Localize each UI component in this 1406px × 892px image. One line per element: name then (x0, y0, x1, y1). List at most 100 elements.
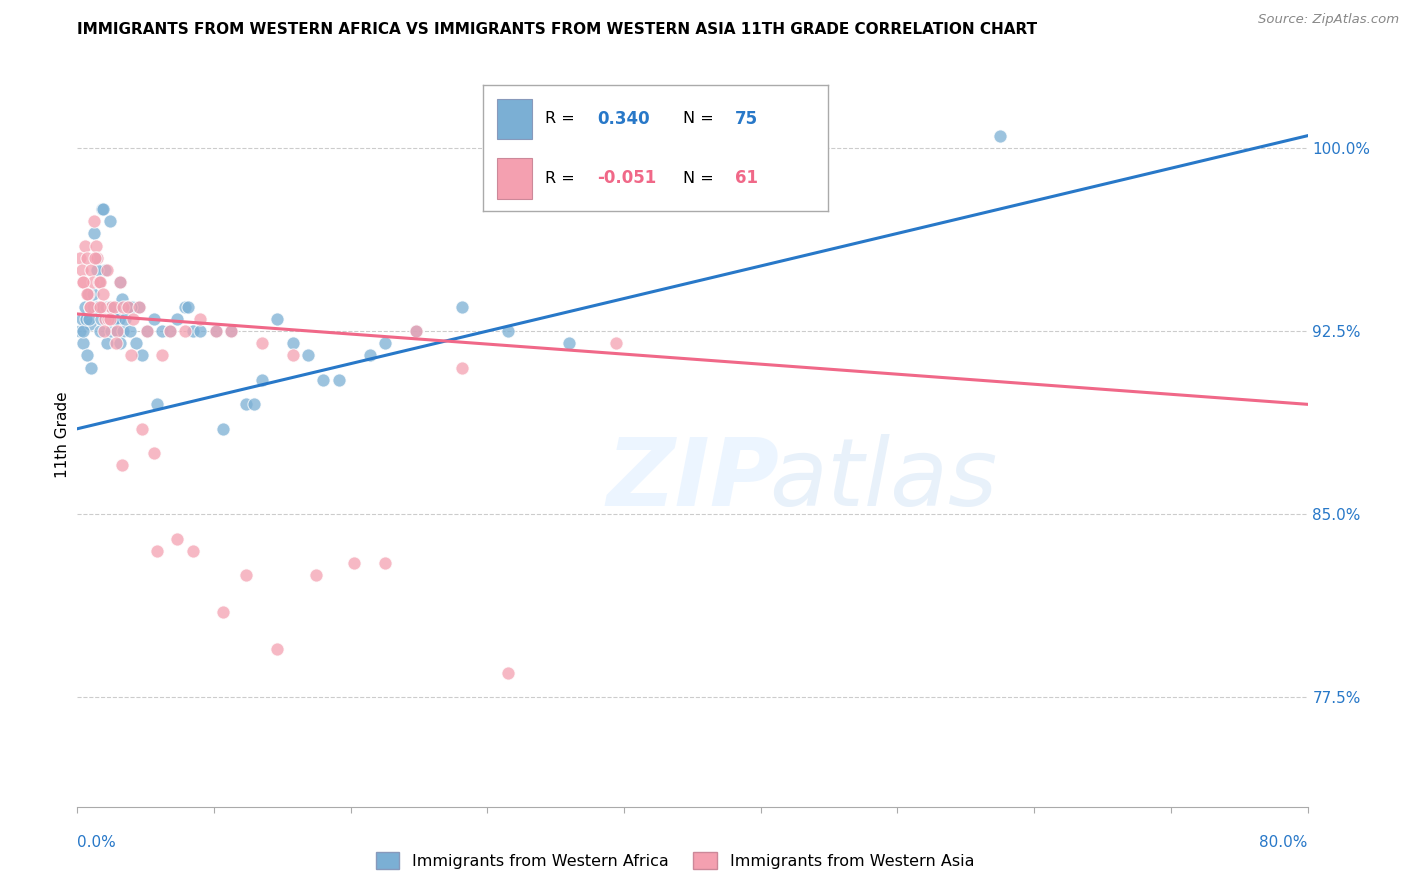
Point (243, 397, 266, 411)
Point (70, 311, 93, 326)
Point (146, 544, 169, 558)
Point (250, 336, 273, 351)
Point (82, 275, 104, 289)
Point (84, 251, 107, 265)
Point (87, 275, 110, 289)
Point (166, 532, 188, 546)
Point (96, 336, 118, 351)
Y-axis label: 11th Grade: 11th Grade (55, 392, 70, 478)
Point (117, 300, 139, 314)
Point (101, 311, 124, 326)
Point (112, 300, 135, 314)
Point (86, 300, 108, 314)
Point (114, 311, 136, 326)
Point (90, 202, 114, 216)
Point (120, 349, 142, 363)
Point (98, 214, 121, 228)
Point (281, 336, 304, 351)
Point (89, 275, 111, 289)
Point (94, 263, 117, 277)
Text: IMMIGRANTS FROM WESTERN AFRICA VS IMMIGRANTS FROM WESTERN ASIA 11TH GRADE CORREL: IMMIGRANTS FROM WESTERN AFRICA VS IMMIGR… (77, 22, 1038, 37)
Point (219, 324, 242, 338)
Legend: Immigrants from Western Africa, Immigrants from Western Asia: Immigrants from Western Africa, Immigran… (370, 846, 980, 875)
Point (312, 373, 335, 387)
Point (77, 287, 100, 301)
Point (110, 275, 132, 289)
Point (98, 311, 121, 326)
Text: atlas: atlas (769, 434, 997, 525)
Point (70, 263, 93, 277)
Point (93, 324, 115, 338)
Point (108, 311, 131, 326)
Point (235, 397, 257, 411)
Point (496, 665, 519, 680)
Point (76, 349, 98, 363)
Point (100, 300, 122, 314)
Point (94, 311, 117, 326)
Point (450, 300, 472, 314)
Point (128, 300, 150, 314)
Point (86, 263, 108, 277)
Point (100, 300, 122, 314)
Point (82, 300, 104, 314)
Point (204, 324, 226, 338)
Point (111, 293, 134, 307)
Point (73, 300, 96, 314)
Point (72, 275, 94, 289)
Point (110, 275, 132, 289)
Point (159, 324, 181, 338)
Point (89, 300, 111, 314)
Point (120, 300, 142, 314)
Point (374, 556, 396, 570)
Point (174, 324, 197, 338)
Point (79, 317, 101, 331)
Point (93, 202, 115, 216)
Point (125, 336, 148, 351)
Point (94, 300, 117, 314)
Point (128, 300, 150, 314)
Point (177, 300, 200, 314)
Point (212, 422, 235, 436)
Point (131, 422, 153, 436)
Point (405, 324, 427, 338)
Point (266, 311, 288, 326)
Point (104, 311, 127, 326)
Point (90, 311, 112, 326)
Point (97, 311, 120, 326)
Point (72, 324, 94, 338)
Text: ZIP: ZIP (606, 434, 779, 525)
Point (69, 251, 91, 265)
Point (343, 556, 366, 570)
Point (112, 324, 135, 338)
Point (204, 324, 226, 338)
Point (135, 324, 157, 338)
Text: Source: ZipAtlas.com: Source: ZipAtlas.com (1258, 13, 1399, 27)
Point (181, 324, 204, 338)
Point (72, 275, 94, 289)
Point (82, 287, 104, 301)
Point (86, 251, 108, 265)
Point (374, 336, 396, 351)
Point (496, 324, 519, 338)
Point (450, 360, 472, 375)
Point (166, 311, 188, 326)
Point (96, 263, 118, 277)
Point (118, 324, 141, 338)
Point (190, 311, 212, 326)
Point (77, 287, 100, 301)
Point (212, 605, 235, 619)
Point (405, 324, 427, 338)
Point (93, 287, 115, 301)
Point (79, 300, 101, 314)
Point (250, 373, 273, 387)
Point (103, 300, 125, 314)
Point (115, 300, 138, 314)
Point (159, 324, 181, 338)
Point (305, 568, 328, 582)
Point (111, 458, 134, 473)
Point (988, 128, 1011, 143)
Point (235, 568, 257, 582)
Point (104, 300, 127, 314)
Point (281, 349, 304, 363)
Point (174, 300, 197, 314)
